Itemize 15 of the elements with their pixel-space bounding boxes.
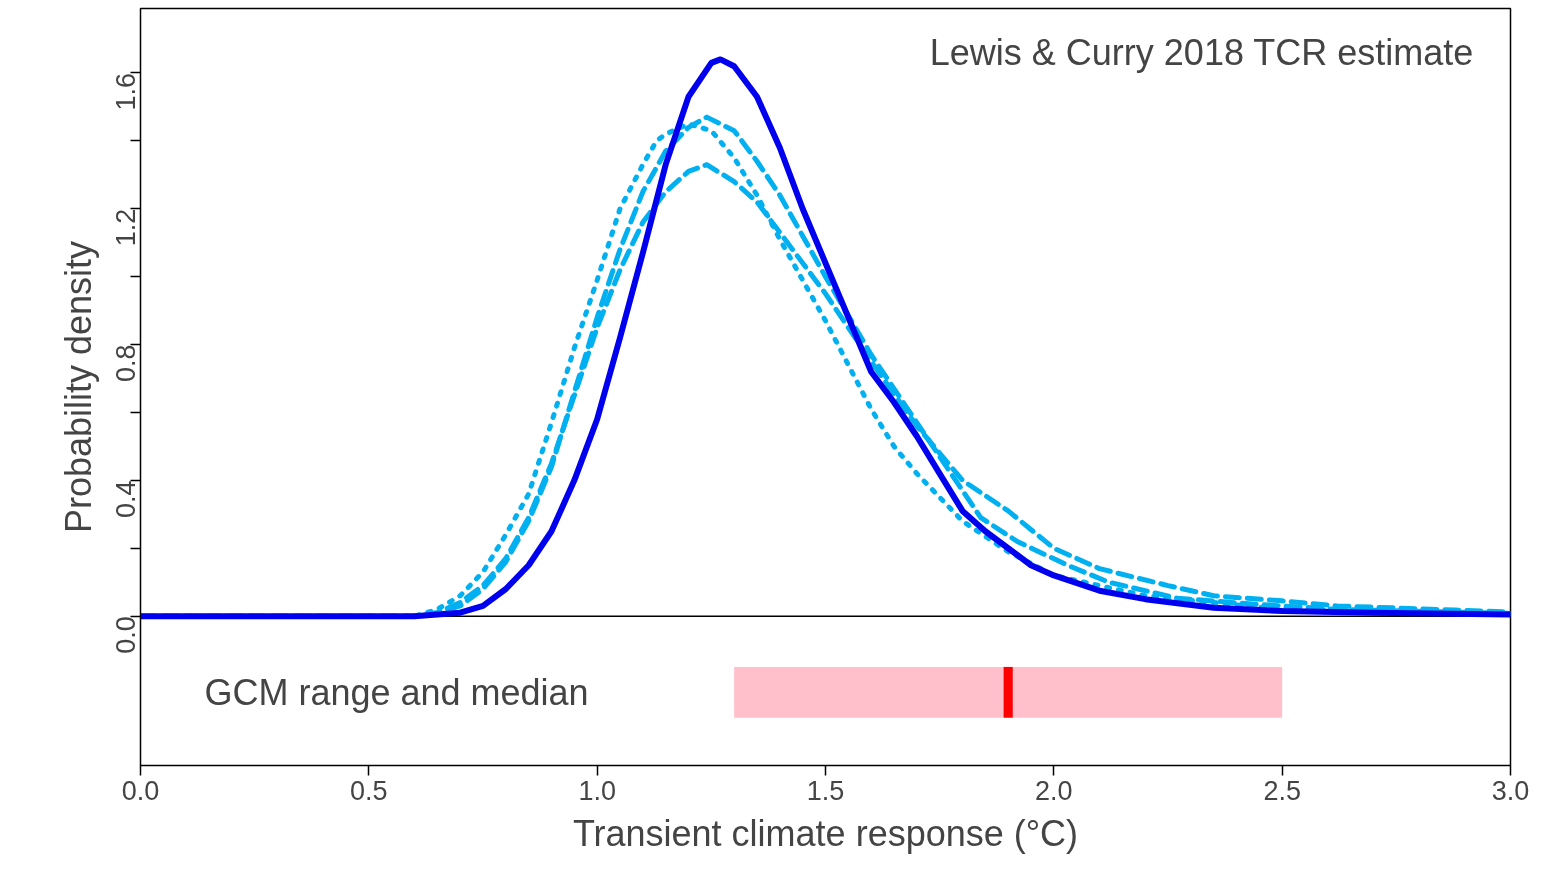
x-tick-label: 1.0: [578, 775, 616, 806]
x-tick-label: 2.5: [1263, 775, 1301, 806]
annotation: GCM range and median: [204, 671, 589, 713]
y-tick-label: 0.8: [111, 344, 141, 383]
y-tick-label: 0.0: [111, 616, 141, 654]
x-tick-label: 1.5: [806, 775, 845, 806]
annotation: Lewis & Curry 2018 TCR estimate: [929, 32, 1474, 74]
y-tick-label: 1.2: [111, 208, 141, 247]
y-tick-label: 1.6: [111, 72, 141, 111]
x-tick-label: 3.0: [1491, 775, 1530, 806]
x-tick-label: 2.0: [1035, 775, 1073, 806]
y-tick-label: 0.4: [111, 480, 141, 518]
x-tick-label: 0.5: [350, 775, 388, 806]
x-axis-title: Transient climate response (°C): [572, 812, 1079, 854]
y-axis-title: Probability density: [57, 240, 99, 534]
